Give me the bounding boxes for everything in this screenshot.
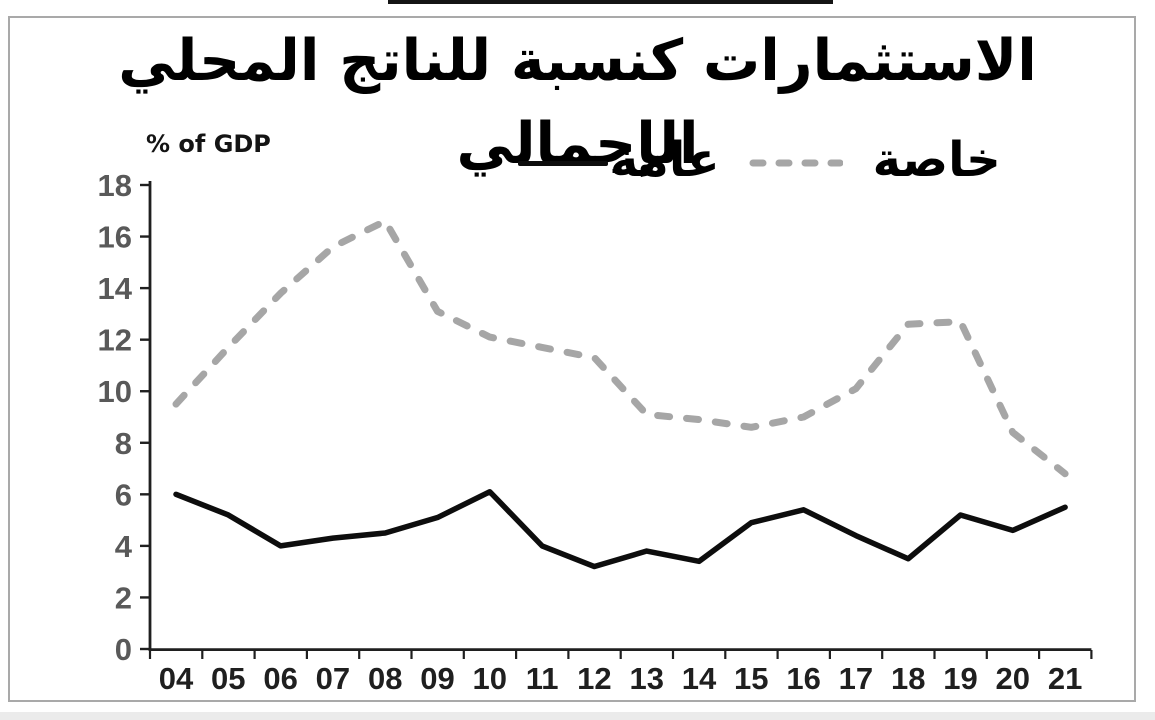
- x-axis-tick-label: 17: [839, 661, 873, 696]
- legend-label-public: عامة: [610, 132, 720, 188]
- x-axis-tick-label: 11: [526, 661, 559, 696]
- legend: عامة خاصة: [518, 132, 1001, 194]
- public-series-line: [173, 489, 1068, 570]
- legend-label-private: خاصة: [872, 132, 1001, 188]
- top-cropped-content-line: [388, 0, 833, 4]
- x-axis-tick-label: 07: [316, 661, 350, 696]
- x-axis-tick-label: 20: [996, 661, 1030, 696]
- x-axis-tick-label: 18: [891, 661, 925, 696]
- y-axis-tick-label: 16: [98, 220, 132, 255]
- x-axis-tick-label: 12: [577, 661, 611, 696]
- y-axis-tick-label: 10: [98, 374, 132, 409]
- y-axis-tick-label: 2: [115, 580, 132, 615]
- x-axis-tick-label: 09: [420, 661, 454, 696]
- x-axis-tick-label: 08: [368, 661, 402, 696]
- x-axis-tick-label: 21: [1048, 661, 1082, 696]
- x-axis-tick-label: 13: [629, 661, 663, 696]
- x-axis-tick-label: 16: [786, 661, 820, 696]
- y-axis-unit-label: % of GDP: [146, 130, 271, 158]
- y-axis-tick-label: 0: [115, 632, 132, 667]
- chart-title: الاستثمارات كنسبة للناتج المحلي الإجمالي: [118, 28, 1038, 177]
- y-axis-tick-label: 14: [98, 271, 133, 306]
- public-series-line-sample: [518, 160, 608, 166]
- bottom-page-strip: [0, 712, 1155, 720]
- y-axis-tick-label: 12: [98, 323, 132, 358]
- x-axis-tick-label: 10: [473, 661, 507, 696]
- y-axis-tick-label: 18: [98, 168, 132, 203]
- y-axis-tick-label: 6: [115, 477, 132, 512]
- y-axis-tick-label: 8: [115, 426, 132, 461]
- chart-frame: [8, 16, 1136, 702]
- x-axis-tick-label: 15: [734, 661, 768, 696]
- x-axis-tick-label: 19: [943, 661, 977, 696]
- x-axis-tick-label: 06: [263, 661, 297, 696]
- private-series-line: [172, 217, 1069, 478]
- x-axis-tick-label: 14: [682, 661, 717, 696]
- x-axis-tick-label: 05: [211, 661, 245, 696]
- x-axis-tick-label: 04: [159, 661, 194, 696]
- y-axis-tick-label: 4: [115, 529, 133, 564]
